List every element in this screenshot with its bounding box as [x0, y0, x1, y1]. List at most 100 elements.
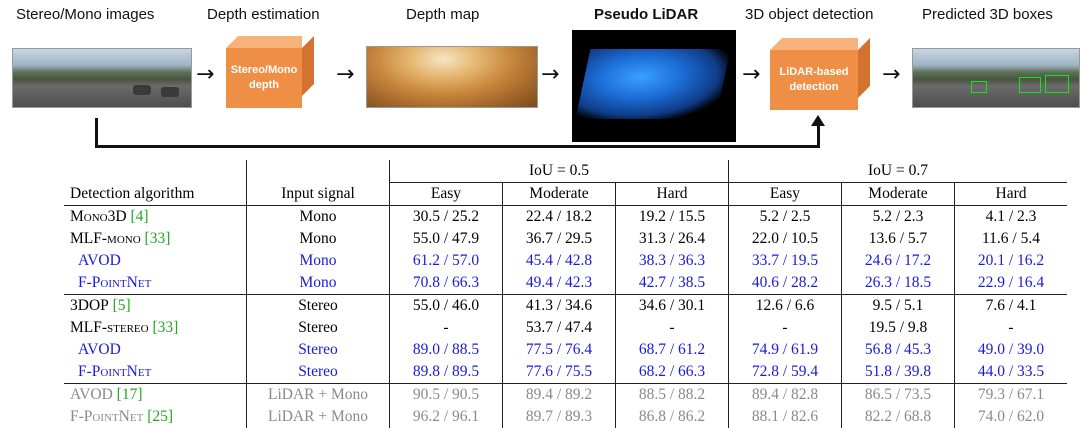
- algorithm-cell: F-PointNet: [64, 272, 247, 295]
- ap-value-cell: 89.0 / 88.5: [389, 339, 503, 361]
- algorithm-cell: Mono3D [4]: [64, 205, 247, 228]
- col-header-difficulty: Moderate: [841, 182, 955, 206]
- col-header-difficulty: Moderate: [502, 182, 616, 206]
- ap-value-cell: 22.0 / 10.5: [728, 228, 842, 250]
- table-row: AVOD Stereo 89.0 / 88.5 77.5 / 76.4 68.7 / 6…: [64, 339, 1067, 361]
- col-header-difficulty: Hard: [615, 182, 729, 206]
- ap-value-cell: 31.3 / 26.4: [615, 228, 729, 250]
- input-signal-cell: Mono: [246, 272, 390, 295]
- ap-value-cell: -: [615, 317, 729, 339]
- algorithm-cell: 3DOP [5]: [64, 294, 247, 317]
- input-signal-cell: Mono: [246, 205, 390, 228]
- lidar-detection-block: LiDAR-based detection: [770, 38, 870, 110]
- car-shape: [133, 85, 151, 95]
- depth-estimation-block: Stereo/Mono depth: [226, 36, 314, 108]
- detection-block-line2: detection: [789, 81, 839, 93]
- depth-block-line2: depth: [249, 79, 279, 91]
- arrow-icon: →: [742, 62, 761, 87]
- ap-value-cell: 40.6 / 28.2: [728, 272, 842, 295]
- ap-value-cell: 11.6 / 5.4: [954, 228, 1067, 250]
- col-header-difficulty: Easy: [389, 182, 503, 206]
- algorithm-cell: F-PointNet [25]: [64, 406, 247, 428]
- ap-value-cell: 53.7 / 47.4: [502, 317, 616, 339]
- arrow-icon: →: [882, 62, 901, 87]
- algorithm-name: AVOD: [70, 386, 113, 403]
- ap-value-cell: 74.9 / 61.9: [728, 339, 842, 361]
- stage-label-images: Stereo/Mono images: [16, 6, 155, 23]
- arrow-icon: →: [196, 62, 215, 87]
- ap-value-cell: 36.7 / 29.5: [502, 228, 616, 250]
- ap-value-cell: 55.0 / 47.9: [389, 228, 503, 250]
- ap-value-cell: 89.4 / 82.8: [728, 383, 842, 406]
- ap-value-cell: 86.5 / 73.5: [841, 383, 955, 406]
- arrow-icon: →: [336, 62, 355, 87]
- ap-value-cell: 20.1 / 16.2: [954, 250, 1067, 272]
- citation: [4]: [130, 208, 149, 225]
- col-header-difficulty: Hard: [954, 182, 1067, 206]
- skip-connector-horizontal: [95, 145, 820, 148]
- table-row: MLF-mono [33] Mono 55.0 / 47.9 36.7 / 29.5 3…: [64, 228, 1067, 250]
- ap-value-cell: 89.8 / 89.5: [389, 361, 503, 384]
- ap-value-cell: 96.2 / 96.1: [389, 406, 503, 428]
- table-row: MLF-stereo [33] Stereo -53.7 / 47.4- -19.5 …: [64, 317, 1067, 339]
- table-row: F-PointNet Stereo 89.8 / 89.5 77.6 / 75.5 68…: [64, 361, 1067, 384]
- ap-value-cell: 68.2 / 66.3: [615, 361, 729, 384]
- ap-value-cell: 86.8 / 86.2: [615, 406, 729, 428]
- col-header-input: Input signal: [246, 182, 390, 206]
- ap-value-cell: -: [954, 317, 1067, 339]
- input-signal-cell: Stereo: [246, 317, 390, 339]
- input-signal-cell: Stereo: [246, 339, 390, 361]
- input-signal-cell: LiDAR + Mono: [246, 383, 390, 406]
- ap-value-cell: 72.8 / 59.4: [728, 361, 842, 384]
- algorithm-cell: F-PointNet: [64, 361, 247, 384]
- ap-value-cell: 22.9 / 16.4: [954, 272, 1067, 295]
- skip-connector-vertical: [95, 118, 98, 148]
- table-row: AVOD [17] LiDAR + Mono 90.5 / 90.5 89.4 / 8…: [64, 383, 1067, 406]
- ap-value-cell: 55.0 / 46.0: [389, 294, 503, 317]
- iou-group-header: IoU = 0.5: [389, 160, 729, 183]
- input-stereo-image: [12, 48, 192, 108]
- input-signal-cell: LiDAR + Mono: [246, 406, 390, 428]
- algorithm-cell: MLF-mono [33]: [64, 228, 247, 250]
- ap-value-cell: 13.6 / 5.7: [841, 228, 955, 250]
- ap-value-cell: 41.3 / 34.6: [502, 294, 616, 317]
- bounding-box: [1045, 75, 1069, 93]
- ap-value-cell: 88.5 / 88.2: [615, 383, 729, 406]
- ap-value-cell: 5.2 / 2.3: [841, 205, 955, 228]
- table-row: 3DOP [5] Stereo 55.0 / 46.0 41.3 / 34.6 34.6…: [64, 294, 1067, 317]
- algorithm-cell: AVOD [17]: [64, 383, 247, 406]
- stage-label-pseudo-lidar: Pseudo LiDAR: [594, 6, 699, 23]
- ap-value-cell: 19.2 / 15.5: [615, 205, 729, 228]
- ap-value-cell: -: [389, 317, 503, 339]
- stage-label-3d-detection: 3D object detection: [745, 6, 874, 23]
- ap-value-cell: 44.0 / 33.5: [954, 361, 1067, 384]
- ap-value-cell: 30.5 / 25.2: [389, 205, 503, 228]
- input-signal-cell: Stereo: [246, 294, 390, 317]
- ap-value-cell: 42.7 / 38.5: [615, 272, 729, 295]
- algorithm-name: MLF-stereo: [70, 319, 149, 336]
- skip-connector-up: [817, 124, 820, 148]
- ap-value-cell: 89.4 / 89.2: [502, 383, 616, 406]
- input-signal-cell: Stereo: [246, 361, 390, 384]
- ap-value-cell: 68.7 / 61.2: [615, 339, 729, 361]
- citation: [33]: [152, 319, 179, 336]
- output-3d-boxes-image: [912, 48, 1080, 108]
- citation: [25]: [147, 408, 174, 425]
- algorithm-cell: AVOD: [64, 339, 247, 361]
- car-shape: [161, 87, 179, 97]
- citation: [33]: [144, 230, 171, 247]
- depth-block-line1: Stereo/Mono: [230, 64, 298, 77]
- ap-value-cell: 70.8 / 66.3: [389, 272, 503, 295]
- input-signal-cell: Mono: [246, 250, 390, 272]
- table-row: AVOD Mono 61.2 / 57.0 45.4 / 42.8 38.3 / 36.…: [64, 250, 1067, 272]
- ap-value-cell: 24.6 / 17.2: [841, 250, 955, 272]
- table-row: F-PointNet Mono 70.8 / 66.3 49.4 / 42.3 42.7…: [64, 272, 1067, 295]
- ap-value-cell: 26.3 / 18.5: [841, 272, 955, 295]
- ap-value-cell: 38.3 / 36.3: [615, 250, 729, 272]
- iou-group-header: IoU = 0.7: [728, 160, 1067, 183]
- citation: [17]: [116, 386, 143, 403]
- ap-value-cell: 19.5 / 9.8: [841, 317, 955, 339]
- ap-value-cell: 77.5 / 76.4: [502, 339, 616, 361]
- bounding-box: [1019, 77, 1041, 93]
- ap-value-cell: 7.6 / 4.1: [954, 294, 1067, 317]
